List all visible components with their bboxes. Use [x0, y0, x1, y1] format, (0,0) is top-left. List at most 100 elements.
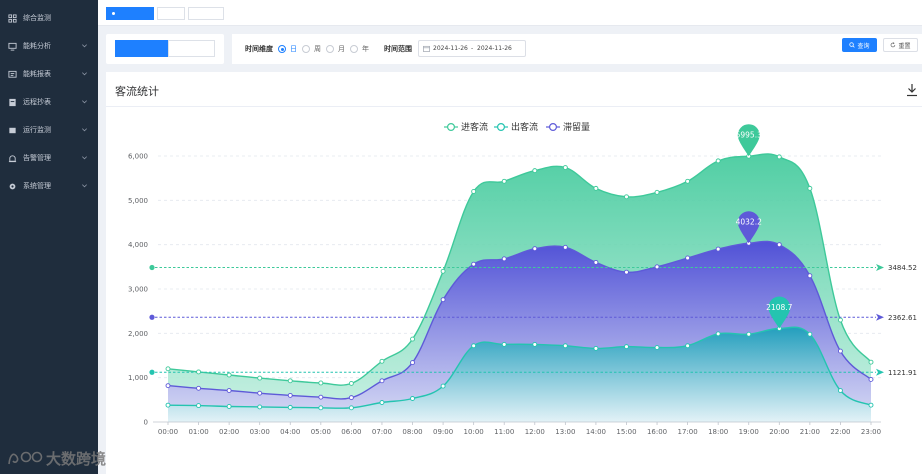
data-point: [287, 378, 293, 384]
x-tick-label: 17:00: [678, 428, 698, 436]
legend-swatch-marker[interactable]: [447, 122, 456, 131]
data-point: [776, 242, 782, 248]
data-point: [257, 375, 263, 381]
x-tick-label: 05:00: [311, 428, 331, 436]
data-point: [532, 246, 538, 252]
view-switch-active[interactable]: [115, 40, 168, 57]
data-point: [501, 256, 507, 262]
y-tick-label: 2,000: [128, 330, 148, 338]
data-point: [746, 331, 752, 337]
reset-button[interactable]: 重置: [883, 38, 918, 52]
data-point: [715, 158, 721, 164]
radio-week-label[interactable]: 周: [314, 45, 321, 53]
data-point: [471, 343, 477, 349]
average-start-dot: [149, 369, 155, 375]
sidebar-item-system[interactable]: 系统管理: [0, 175, 98, 197]
radio-year-label[interactable]: 年: [362, 45, 369, 53]
radio-month-label[interactable]: 月: [338, 45, 345, 53]
x-tick-label: 08:00: [402, 428, 422, 436]
x-tick-label: 07:00: [372, 428, 392, 436]
sidebar-item-label: 远程抄表: [23, 98, 51, 106]
data-point: [440, 297, 446, 303]
data-point: [226, 404, 232, 409]
tab-tertiary[interactable]: [188, 7, 224, 20]
filter-bar: 时间维度 日 周 月 年 时间范围 2024-11-26 - 2024-11-2…: [232, 34, 922, 64]
data-point: [807, 185, 813, 191]
data-point: [196, 403, 202, 409]
y-tick-label: 1,000: [128, 374, 148, 382]
average-arrow-icon: [876, 264, 884, 272]
refresh-icon: [891, 42, 896, 48]
legend-entry[interactable]: 滞留量: [563, 121, 590, 133]
radio-day[interactable]: [278, 45, 286, 53]
legend-entry[interactable]: 出客流: [511, 121, 538, 133]
average-arrow-icon: [876, 313, 884, 321]
dashboard-icon: [8, 13, 17, 23]
legend-swatch-marker[interactable]: [548, 122, 557, 131]
series-area-1: [168, 327, 871, 422]
data-point: [654, 264, 660, 270]
start-date: 2024-11-26: [433, 45, 468, 52]
query-button-label: 查询: [857, 42, 870, 50]
tab-secondary[interactable]: [157, 7, 185, 20]
legend-swatch-marker[interactable]: [497, 122, 506, 131]
tab-active[interactable]: [106, 7, 154, 20]
view-switch-inactive[interactable]: [168, 40, 215, 57]
radio-month[interactable]: [326, 45, 334, 53]
data-point: [807, 331, 813, 337]
x-tick-label: 01:00: [188, 428, 208, 436]
average-arrow-icon: [876, 368, 884, 376]
x-tick-label: 19:00: [739, 428, 759, 436]
x-tick-label: 22:00: [830, 428, 850, 436]
average-label: 2362.61: [888, 314, 917, 322]
data-point: [257, 390, 263, 396]
sidebar-item-label: 运行监测: [23, 126, 51, 134]
chart-legend[interactable]: 进客流 出客流 滞留量: [444, 121, 590, 133]
max-marker-pin: [737, 124, 760, 157]
data-point: [685, 178, 691, 184]
sidebar-item-alarm[interactable]: 告警管理: [0, 147, 98, 169]
x-tick-label: 14:00: [586, 428, 606, 436]
average-start-dot: [149, 264, 155, 271]
date-range-picker[interactable]: 2024-11-26 - 2024-11-26: [418, 40, 526, 57]
sidebar-item-overview[interactable]: 综合监测: [0, 7, 98, 29]
radio-week[interactable]: [302, 45, 310, 53]
x-tick-label: 04:00: [280, 428, 300, 436]
sidebar-item-energy-report[interactable]: 能耗报表: [0, 63, 98, 85]
sidebar-item-operation-monitor[interactable]: 运行监测: [0, 119, 98, 141]
end-date: 2024-11-26: [477, 45, 512, 52]
data-point: [379, 378, 385, 384]
data-point: [501, 178, 507, 184]
data-point: [532, 341, 538, 347]
data-point: [165, 402, 171, 408]
x-tick-label: 21:00: [800, 428, 820, 436]
data-point: [226, 388, 232, 393]
logo-icon: [8, 451, 43, 465]
watermark-logo: 大数跨境: [6, 446, 106, 470]
data-point: [562, 343, 568, 349]
radio-year[interactable]: [350, 45, 358, 53]
radio-day-label[interactable]: 日: [290, 45, 297, 53]
data-point: [624, 194, 629, 200]
panel-title: 客流统计: [115, 85, 159, 98]
query-button[interactable]: 查询: [842, 38, 877, 52]
chevron-down-icon: [81, 98, 88, 105]
sidebar-item-energy-analysis[interactable]: 能耗分析: [0, 35, 98, 57]
chart-points: [165, 153, 874, 411]
data-point: [776, 154, 782, 160]
average-start-dot: [149, 314, 155, 320]
sidebar-item-remote-meter[interactable]: 远程抄表: [0, 91, 98, 113]
reset-button-label: 重置: [898, 42, 911, 50]
data-point: [348, 405, 354, 411]
tab-dot-icon: [112, 12, 115, 15]
chevron-down-icon: [81, 154, 88, 161]
data-point: [165, 366, 171, 372]
data-point: [287, 392, 293, 398]
sidebar-item-label: 能耗分析: [23, 42, 51, 50]
legend-entry[interactable]: 进客流: [461, 121, 488, 133]
download-icon[interactable]: [906, 82, 918, 97]
data-point: [318, 394, 324, 400]
server-icon: [8, 126, 17, 135]
time-range-label: 时间范围: [384, 45, 412, 53]
